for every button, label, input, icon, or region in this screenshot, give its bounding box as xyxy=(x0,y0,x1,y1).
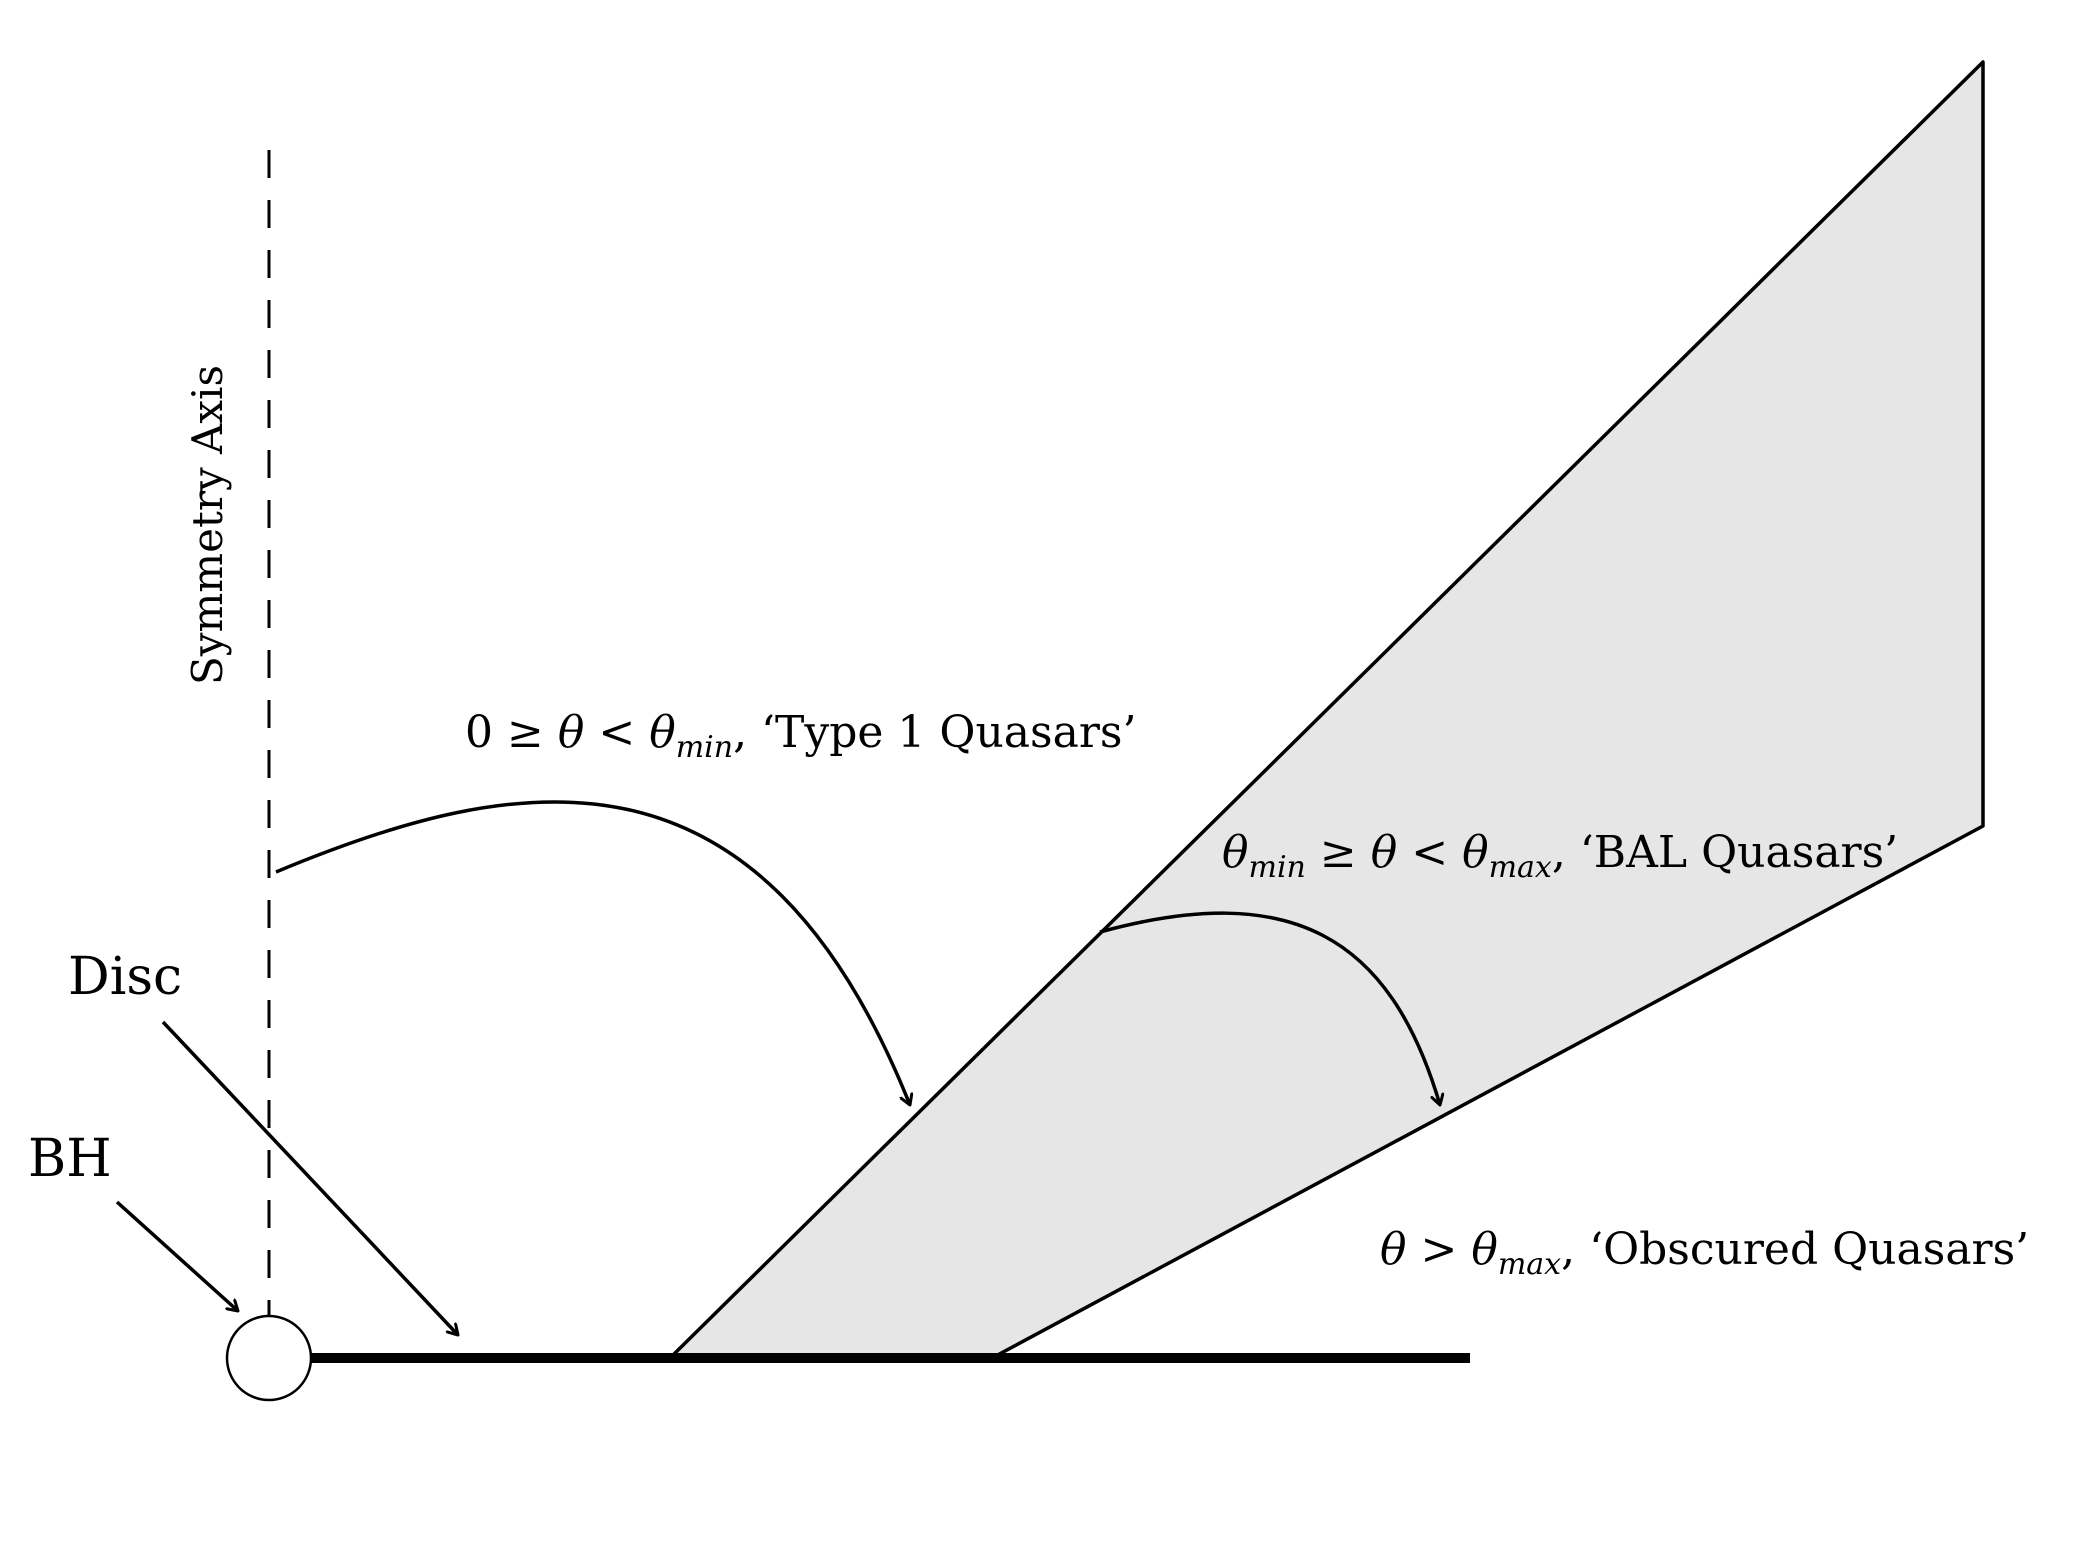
black-hole-circle xyxy=(225,1314,313,1402)
bh-pointer-arrow xyxy=(115,1200,238,1311)
disc-label: Disc xyxy=(68,947,182,1007)
obscured-region-label: θ > θmax, ‘Obscured Quasars’ xyxy=(1380,1224,2029,1282)
disc-pointer-arrow xyxy=(161,1020,458,1335)
type1-angle-arrow xyxy=(275,800,910,1105)
type1-region-label: 0 ≥ θ < θmin, ‘Type 1 Quasars’ xyxy=(465,707,1136,765)
bal-angle-arrow xyxy=(1099,911,1440,1105)
symmetry-axis-label: Symmetry Axis xyxy=(183,365,232,685)
bal-region-label: θmin ≥ θ < θmax, ‘BAL Quasars’ xyxy=(1222,827,1898,885)
bh-label: BH xyxy=(28,1129,112,1189)
